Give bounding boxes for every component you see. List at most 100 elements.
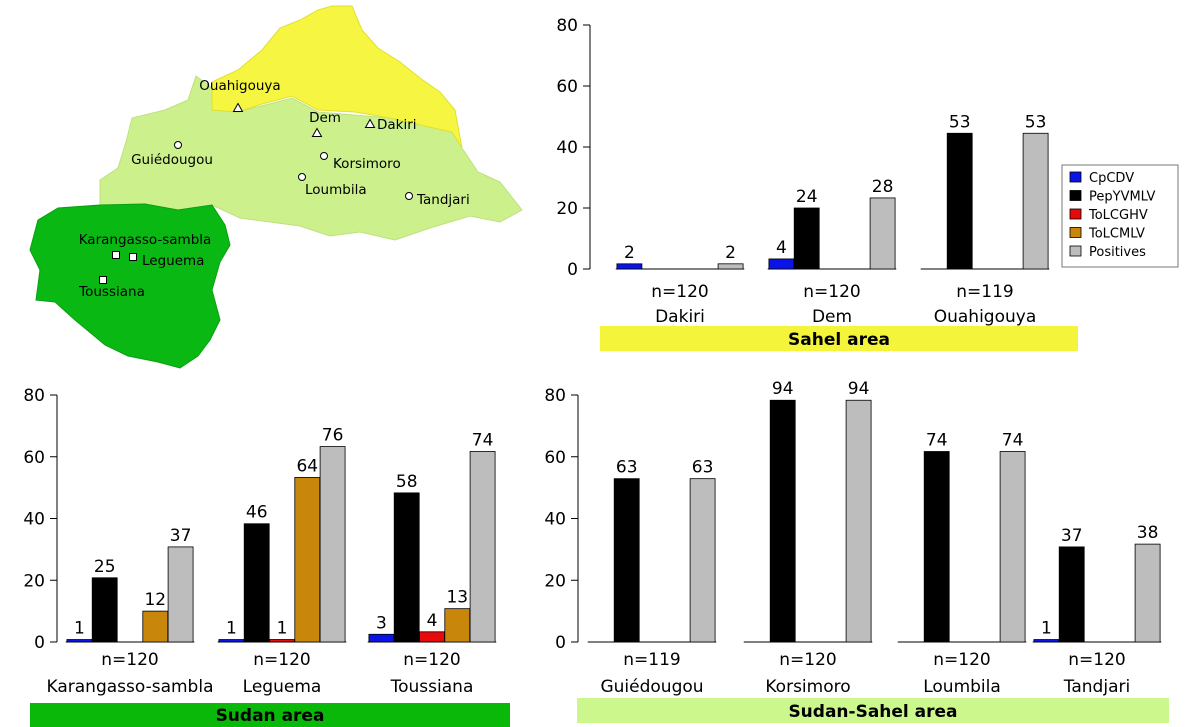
y-tick-label: 80 <box>23 386 45 406</box>
map-place-label: Leguema <box>142 253 204 269</box>
bar-positives <box>999 451 1026 643</box>
y-tick-label: 20 <box>544 571 566 591</box>
map-region-sahel <box>211 5 463 149</box>
map-marker <box>320 152 328 160</box>
data-label: 1 <box>226 619 237 639</box>
location-label: Leguema <box>243 677 322 697</box>
bar-positives <box>469 451 496 643</box>
bar-pepyvmlv <box>1058 546 1085 643</box>
data-label: 4 <box>776 238 787 258</box>
burkina-faso-map: Ouahigouya Dem Dakiri Guiédougou Korsimoro Lo… <box>29 5 523 369</box>
data-label: 37 <box>1061 526 1083 546</box>
y-tick-label: 80 <box>556 16 578 36</box>
sample-size-label: n=120 <box>651 282 708 302</box>
sample-size-label: n=119 <box>623 650 680 670</box>
bar-pepyvmlv <box>793 207 820 270</box>
data-label: 94 <box>848 379 870 399</box>
bar-positives <box>689 478 716 643</box>
data-label: 53 <box>1025 112 1047 132</box>
bar-tolcmlv <box>142 610 169 643</box>
bar-tolcmlv <box>294 477 321 643</box>
data-label: 1 <box>74 619 85 639</box>
sample-size-label: n=120 <box>253 650 310 670</box>
sample-size-label: n=119 <box>956 282 1013 302</box>
bar-pepyvmlv <box>91 577 118 643</box>
map-region-sudan <box>29 203 231 369</box>
bar-cpcdv <box>616 263 643 270</box>
legend-swatch <box>1069 208 1082 220</box>
location-label: Guiédougou <box>600 677 703 697</box>
bar-tolcghv <box>269 639 295 643</box>
map-place-label: Dakiri <box>377 117 417 133</box>
bar-cpcdv <box>368 633 395 643</box>
legend-swatch <box>1069 227 1082 238</box>
map-marker <box>298 173 306 181</box>
map-marker <box>364 118 376 128</box>
y-tick-label: 80 <box>544 386 566 406</box>
data-label: 53 <box>949 112 971 132</box>
y-tick-label: 0 <box>555 633 566 653</box>
map-place-label: Karangasso-sambla <box>79 232 212 248</box>
y-tick-label: 0 <box>34 633 45 653</box>
data-label: 74 <box>926 431 948 451</box>
map-place-label: Toussiana <box>78 284 145 300</box>
bar-positives <box>167 546 194 643</box>
map-place-label: Loumbila <box>305 182 367 198</box>
y-tick-label: 40 <box>556 138 578 158</box>
y-tick-label: 60 <box>556 77 578 97</box>
data-label: 4 <box>427 611 438 631</box>
map-region-sudan-sahel <box>99 75 523 241</box>
bar-positives <box>717 263 744 270</box>
map-marker <box>174 141 182 149</box>
bar-positives <box>1134 543 1161 643</box>
bar-pepyvmlv <box>243 523 270 643</box>
data-label: 74 <box>472 431 494 451</box>
legend-label: ToLCMLV <box>1088 227 1145 242</box>
sample-size-label: n=120 <box>779 650 836 670</box>
legend-swatch <box>1069 171 1082 183</box>
legend-label: Positives <box>1089 245 1146 260</box>
sudan-sahel-chart: 0 20 40 60 80 63 63 n=119 Guiédougou 94 94 n=120 Kor… <box>544 379 1169 723</box>
data-label: 1 <box>1041 619 1052 639</box>
bar-pepyvmlv <box>393 492 420 643</box>
sample-size-label: n=120 <box>403 650 460 670</box>
data-label: 24 <box>796 187 818 207</box>
data-label: 13 <box>446 588 468 608</box>
map-place-label: Tandjari <box>416 192 470 208</box>
map-marker <box>405 192 413 200</box>
map-place-label: Dem <box>309 110 341 126</box>
area-banner <box>577 698 1169 723</box>
map-place-label: Korsimoro <box>333 156 401 172</box>
bar-cpcdv <box>66 639 93 643</box>
area-banner <box>600 326 1078 351</box>
data-label: 94 <box>772 379 794 399</box>
data-label: 1 <box>277 619 288 639</box>
legend-swatch <box>1069 190 1082 201</box>
bar-tolcghv <box>419 631 445 643</box>
map-marker <box>232 102 244 112</box>
legend-label: ToLCGHV <box>1088 208 1148 223</box>
bar-cpcdv <box>1033 639 1060 643</box>
bar-cpcdv <box>218 639 245 643</box>
data-label: 37 <box>170 526 192 546</box>
y-tick-label: 0 <box>567 260 578 280</box>
bar-positives <box>845 399 872 643</box>
data-label: 64 <box>296 456 318 476</box>
sahel-chart: 0 20 40 60 80 2 2 n=120 Dakiri 4 24 28 n=120 Dem 53 53 n… <box>556 16 1078 351</box>
data-label: 74 <box>1002 431 1024 451</box>
legend-label: CpCDV <box>1089 171 1134 186</box>
location-label: Korsimoro <box>765 677 850 697</box>
bar-pepyvmlv <box>613 478 640 643</box>
sample-size-label: n=120 <box>803 282 860 302</box>
y-tick-label: 60 <box>544 448 566 468</box>
data-label: 63 <box>616 458 638 478</box>
data-label: 3 <box>376 613 387 633</box>
location-label: Dakiri <box>655 307 705 327</box>
y-tick-label: 20 <box>556 199 578 219</box>
map-place-label: Guiédougou <box>131 152 213 168</box>
sample-size-label: n=120 <box>1068 650 1125 670</box>
sudan-chart: 0 20 40 60 80 1 25 12 37 n=120 Karangasso-sambla 1 4… <box>23 386 510 727</box>
map-marker <box>129 253 137 261</box>
legend-label: PepYVMLV <box>1089 190 1155 205</box>
